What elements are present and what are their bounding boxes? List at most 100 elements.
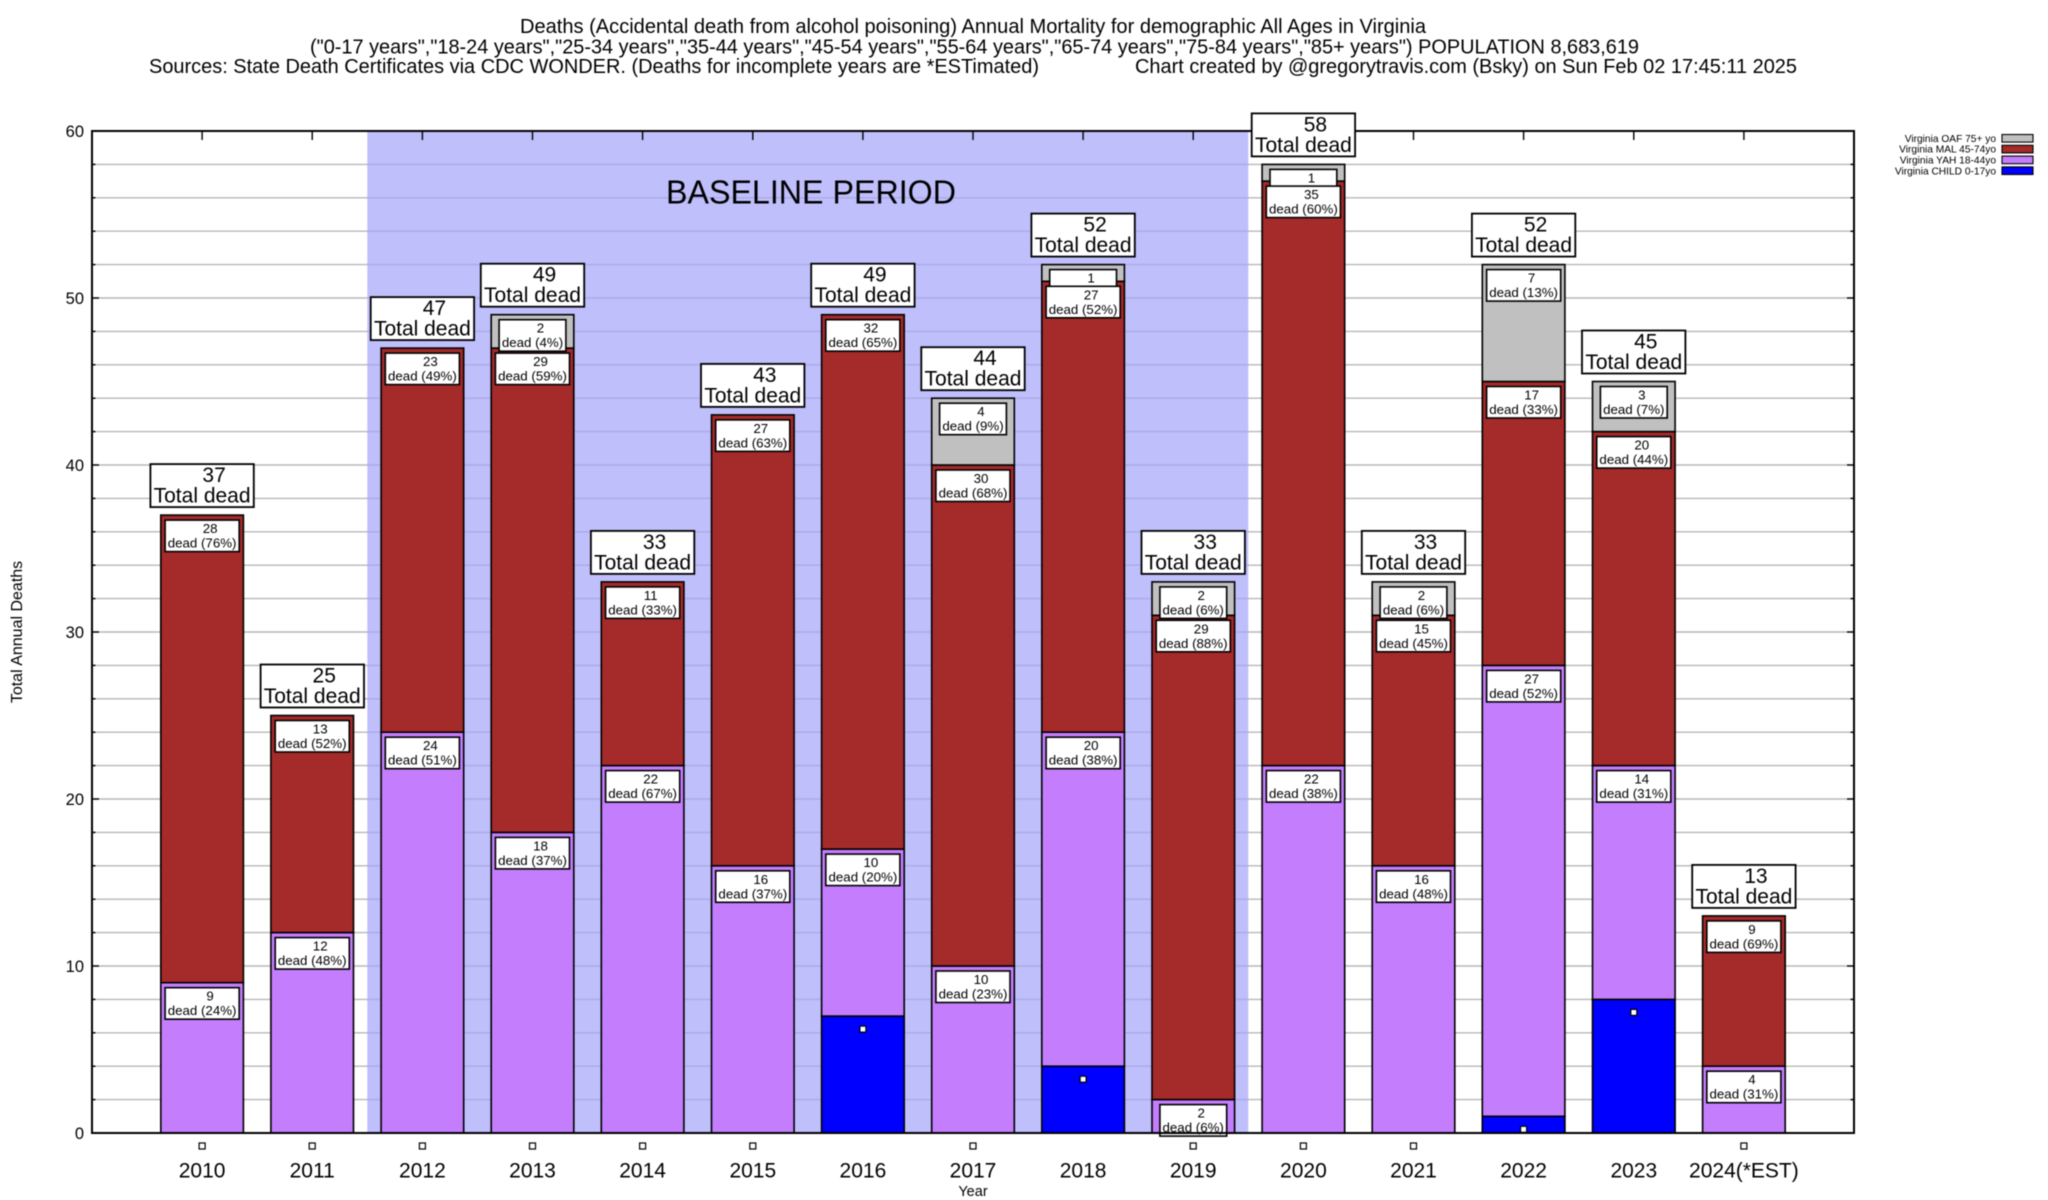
svg-text:dead (44%): dead (44%) [1599,452,1668,467]
svg-text:22: 22 [1304,772,1319,787]
svg-text:43: 43 [753,364,776,387]
svg-text:dead (63%): dead (63%) [718,435,787,450]
svg-text:33: 33 [1194,531,1217,554]
svg-text:Virginia YAH 18-44yo: Virginia YAH 18-44yo [1900,156,1997,167]
svg-text:28: 28 [203,521,218,536]
svg-text:Total dead: Total dead [374,318,471,341]
svg-text:dead (31%): dead (31%) [1710,1087,1779,1102]
svg-text:Total dead: Total dead [594,551,691,574]
svg-text:2020: 2020 [1280,1160,1327,1183]
svg-text:16: 16 [753,872,768,887]
svg-text:Total dead: Total dead [1695,885,1792,908]
svg-text:Total dead: Total dead [1145,551,1242,574]
svg-text:2023: 2023 [1610,1160,1657,1183]
svg-text:2013: 2013 [509,1160,556,1183]
svg-text:49: 49 [863,264,886,287]
svg-text:1: 1 [1308,170,1315,185]
svg-text:32: 32 [864,321,879,336]
svg-text:dead (68%): dead (68%) [939,486,1008,501]
svg-text:2019: 2019 [1170,1160,1217,1183]
svg-text:dead (88%): dead (88%) [1159,636,1228,651]
svg-text:14: 14 [1634,772,1649,787]
svg-text:10: 10 [66,958,84,976]
svg-text:Total dead: Total dead [1035,234,1132,257]
svg-text:58: 58 [1304,113,1327,136]
svg-text:29: 29 [1194,621,1209,636]
svg-text:25: 25 [313,665,336,688]
svg-text:9: 9 [1748,922,1755,937]
svg-text:2012: 2012 [399,1160,446,1183]
svg-text:24: 24 [423,738,438,753]
svg-text:Virginia CHILD 0-17yo: Virginia CHILD 0-17yo [1895,166,1997,177]
svg-text:52: 52 [1524,214,1547,237]
svg-text:Total Annual Deaths: Total Annual Deaths [9,561,26,703]
svg-text:4: 4 [1748,1072,1755,1087]
svg-text:33: 33 [1414,531,1437,554]
svg-text:Virginia OAF 75+ yo: Virginia OAF 75+ yo [1905,134,1997,145]
svg-text:11: 11 [644,588,658,603]
svg-text:22: 22 [643,772,658,787]
svg-text:Total dead: Total dead [704,384,801,407]
svg-text:27: 27 [1524,671,1539,686]
svg-text:27: 27 [1084,287,1099,302]
svg-text:dead (6%): dead (6%) [1383,602,1444,617]
svg-text:dead (20%): dead (20%) [829,870,898,885]
svg-text:dead (48%): dead (48%) [278,953,347,968]
svg-text:dead (52%): dead (52%) [278,736,347,751]
svg-text:13: 13 [313,722,328,737]
svg-text:2016: 2016 [840,1160,887,1183]
svg-text:7: 7 [1528,271,1535,286]
svg-text:9: 9 [206,989,213,1004]
svg-text:2: 2 [1197,588,1204,603]
svg-text:("0-17 years","18-24 years","2: ("0-17 years","18-24 years","25-34 years… [310,35,1639,58]
svg-text:dead (38%): dead (38%) [1269,786,1338,801]
svg-text:Chart created by @gregorytravi: Chart created by @gregorytravis.com (Bsk… [1135,55,1797,78]
svg-text:2011: 2011 [290,1160,335,1183]
svg-text:60: 60 [66,123,84,141]
svg-text:dead (23%): dead (23%) [939,987,1008,1002]
svg-text:Total dead: Total dead [925,368,1022,391]
svg-text:dead (37%): dead (37%) [498,853,567,868]
svg-text:2017: 2017 [950,1160,997,1183]
svg-text:Total dead: Total dead [154,485,251,508]
svg-text:10: 10 [864,855,879,870]
svg-text:Total dead: Total dead [484,284,581,307]
svg-text:30: 30 [66,624,84,642]
svg-text:29: 29 [533,354,548,369]
svg-text:20: 20 [1634,438,1649,453]
svg-text:BASELINE PERIOD: BASELINE PERIOD [666,175,956,212]
svg-text:dead (7%): dead (7%) [1603,402,1664,417]
svg-text:dead (51%): dead (51%) [388,753,457,768]
svg-text:dead (60%): dead (60%) [1269,202,1338,217]
svg-text:0: 0 [75,1125,84,1143]
svg-text:27: 27 [753,421,768,436]
svg-text:2021: 2021 [1390,1160,1437,1183]
svg-text:Total dead: Total dead [1475,234,1572,257]
svg-text:Total dead: Total dead [264,685,361,708]
svg-text:16: 16 [1414,872,1429,887]
svg-text:dead (24%): dead (24%) [168,1003,237,1018]
svg-text:17: 17 [1524,388,1539,403]
svg-text:2018: 2018 [1060,1160,1107,1183]
svg-text:2022: 2022 [1500,1160,1547,1183]
svg-text:20: 20 [1084,738,1099,753]
svg-text:2010: 2010 [179,1160,226,1183]
svg-text:Deaths (Accidental death from: Deaths (Accidental death from alcohol po… [520,15,1427,38]
svg-text:23: 23 [423,354,438,369]
svg-text:10: 10 [974,972,989,987]
svg-text:dead (4%): dead (4%) [502,335,563,350]
svg-text:dead (67%): dead (67%) [608,786,677,801]
svg-text:dead (59%): dead (59%) [498,369,567,384]
svg-text:45: 45 [1634,331,1657,354]
svg-text:dead (52%): dead (52%) [1049,302,1118,317]
svg-text:2015: 2015 [729,1160,776,1183]
svg-text:2024(*EST): 2024(*EST) [1689,1160,1799,1183]
svg-text:18: 18 [533,838,548,853]
svg-text:Total dead: Total dead [1255,134,1352,157]
svg-text:dead (31%): dead (31%) [1599,786,1668,801]
svg-text:4: 4 [977,404,984,419]
svg-text:52: 52 [1083,214,1106,237]
svg-text:2: 2 [1197,1106,1204,1121]
svg-text:dead (37%): dead (37%) [718,886,787,901]
svg-text:2014: 2014 [619,1160,666,1183]
